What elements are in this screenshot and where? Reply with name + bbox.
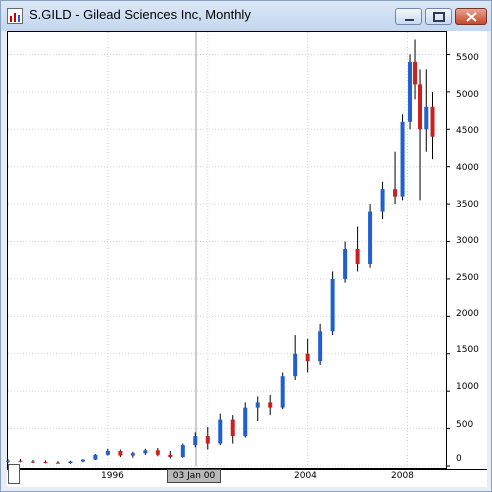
candle-down <box>18 460 23 462</box>
candle-up <box>218 419 223 444</box>
x-tick-label: 2008 <box>391 471 414 481</box>
title-bar[interactable]: S.GILD - Gilead Sciences Inc, Monthly <box>1 1 491 31</box>
candle-up <box>105 451 110 455</box>
y-tick-label: 2500 <box>456 273 479 283</box>
x-tick-label: 2004 <box>294 471 317 481</box>
candle-down <box>393 189 398 197</box>
candle-up <box>424 106 429 130</box>
y-tick-label: 0 <box>456 454 462 464</box>
y-tick-label: 1000 <box>456 382 479 392</box>
x-tick-label: 1996 <box>101 471 124 481</box>
candle-down <box>205 436 210 444</box>
candle-up <box>400 121 405 197</box>
candle-down <box>430 106 435 137</box>
scroll-handle[interactable] <box>8 464 20 484</box>
candle-up <box>93 454 98 460</box>
candle-down <box>30 461 35 463</box>
candle-down <box>418 84 423 130</box>
candle-up <box>408 61 413 122</box>
maximize-icon <box>433 12 445 22</box>
candle-down <box>413 61 418 85</box>
y-tick-label: 4000 <box>456 163 479 173</box>
maximize-button[interactable] <box>425 8 452 25</box>
candle-up <box>130 453 135 456</box>
candle-up <box>380 189 385 212</box>
close-icon <box>466 12 477 22</box>
minimize-button[interactable] <box>395 8 422 25</box>
candle-up <box>343 249 348 279</box>
y-tick-label: 4500 <box>456 126 479 136</box>
candle-up <box>280 376 285 408</box>
y-tick-label: 5000 <box>456 90 479 100</box>
candle-up <box>180 445 185 458</box>
candle-down <box>155 450 160 455</box>
y-tick-label: 3500 <box>456 200 479 210</box>
candle-down <box>230 419 235 437</box>
time-axis[interactable] <box>7 469 487 487</box>
candle-down <box>43 461 48 463</box>
minimize-icon <box>405 19 414 21</box>
price-axis[interactable] <box>447 31 487 469</box>
candle-up <box>243 407 248 437</box>
candle-up <box>193 436 198 446</box>
candle-up <box>6 460 10 462</box>
candle-down <box>268 402 273 408</box>
candle-down <box>305 353 310 362</box>
candle-down <box>355 249 360 264</box>
candle-up <box>255 402 260 408</box>
y-tick-label: 5500 <box>456 53 479 63</box>
chart-app-icon[interactable] <box>7 8 23 24</box>
candle-up <box>68 461 73 464</box>
candle-up <box>318 331 323 362</box>
candle-up <box>80 459 85 462</box>
chart-plot-area[interactable] <box>7 31 447 469</box>
candle-down <box>118 451 123 456</box>
candle-down <box>55 462 60 464</box>
crosshair-date-label: 03 Jan 00 <box>167 469 221 483</box>
candle-up <box>330 278 335 332</box>
candle-down <box>168 454 173 458</box>
y-tick-label: 500 <box>456 420 474 430</box>
candle-up <box>368 211 373 264</box>
close-button[interactable] <box>455 8 487 25</box>
candle-up <box>143 450 148 454</box>
y-tick-label: 1500 <box>456 345 479 355</box>
window-title: S.GILD - Gilead Sciences Inc, Monthly <box>29 7 251 22</box>
candle-up <box>293 353 298 377</box>
y-tick-label: 2000 <box>456 309 479 319</box>
y-tick-label: 3000 <box>456 236 479 246</box>
